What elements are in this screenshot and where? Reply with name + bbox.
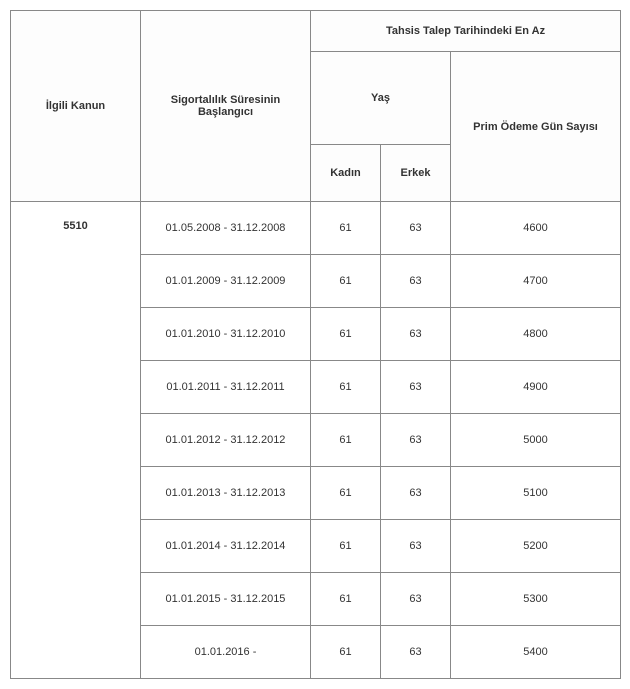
- col-header-start-label: Sigortalılık Süresinin Başlangıcı: [171, 94, 280, 118]
- erkek-cell: 63: [381, 626, 451, 679]
- col-header-erkek: Erkek: [381, 145, 451, 202]
- law-number-cell: 5510: [11, 202, 141, 679]
- col-header-yas-label: Yaş: [371, 92, 390, 104]
- prim-cell: 5100: [451, 467, 621, 520]
- prim-cell: 5200: [451, 520, 621, 573]
- col-header-kadin: Kadın: [311, 145, 381, 202]
- col-header-tahsis: Tahsis Talep Tarihindeki En Az: [311, 11, 621, 52]
- period-cell: 01.01.2014 - 31.12.2014: [141, 520, 311, 573]
- period-cell: 01.01.2011 - 31.12.2011: [141, 361, 311, 414]
- erkek-cell: 63: [381, 414, 451, 467]
- erkek-cell: 63: [381, 467, 451, 520]
- period-cell: 01.01.2009 - 31.12.2009: [141, 255, 311, 308]
- col-header-law: İlgili Kanun: [11, 11, 141, 202]
- period-cell: 01.05.2008 - 31.12.2008: [141, 202, 311, 255]
- erkek-cell: 63: [381, 361, 451, 414]
- prim-cell: 4600: [451, 202, 621, 255]
- col-header-tahsis-label: Tahsis Talep Tarihindeki En Az: [386, 25, 545, 37]
- col-header-prim-label: Prim Ödeme Gün Sayısı: [473, 121, 598, 133]
- prim-cell: 5300: [451, 573, 621, 626]
- period-cell: 01.01.2013 - 31.12.2013: [141, 467, 311, 520]
- prim-cell: 4900: [451, 361, 621, 414]
- kadin-cell: 61: [311, 308, 381, 361]
- erkek-cell: 63: [381, 573, 451, 626]
- prim-cell: 5000: [451, 414, 621, 467]
- prim-cell: 4800: [451, 308, 621, 361]
- period-cell: 01.01.2012 - 31.12.2012: [141, 414, 311, 467]
- erkek-cell: 63: [381, 520, 451, 573]
- kadin-cell: 61: [311, 467, 381, 520]
- period-cell: 01.01.2016 -: [141, 626, 311, 679]
- col-header-kadin-label: Kadın: [330, 167, 361, 179]
- col-header-law-label: İlgili Kanun: [46, 100, 105, 112]
- kadin-cell: 61: [311, 626, 381, 679]
- kadin-cell: 61: [311, 255, 381, 308]
- erkek-cell: 63: [381, 202, 451, 255]
- prim-cell: 4700: [451, 255, 621, 308]
- col-header-prim: Prim Ödeme Gün Sayısı: [451, 52, 621, 202]
- col-header-start: Sigortalılık Süresinin Başlangıcı: [141, 11, 311, 202]
- kadin-cell: 61: [311, 573, 381, 626]
- col-header-erkek-label: Erkek: [401, 167, 431, 179]
- period-cell: 01.01.2015 - 31.12.2015: [141, 573, 311, 626]
- table-body: 551001.05.2008 - 31.12.20086163460001.01…: [11, 202, 621, 679]
- col-header-yas: Yaş: [311, 52, 451, 145]
- erkek-cell: 63: [381, 308, 451, 361]
- period-cell: 01.01.2010 - 31.12.2010: [141, 308, 311, 361]
- erkek-cell: 63: [381, 255, 451, 308]
- table-row: 551001.05.2008 - 31.12.200861634600: [11, 202, 621, 255]
- kadin-cell: 61: [311, 361, 381, 414]
- retirement-requirements-table: İlgili Kanun Sigortalılık Süresinin Başl…: [10, 10, 621, 679]
- prim-cell: 5400: [451, 626, 621, 679]
- kadin-cell: 61: [311, 202, 381, 255]
- kadin-cell: 61: [311, 520, 381, 573]
- kadin-cell: 61: [311, 414, 381, 467]
